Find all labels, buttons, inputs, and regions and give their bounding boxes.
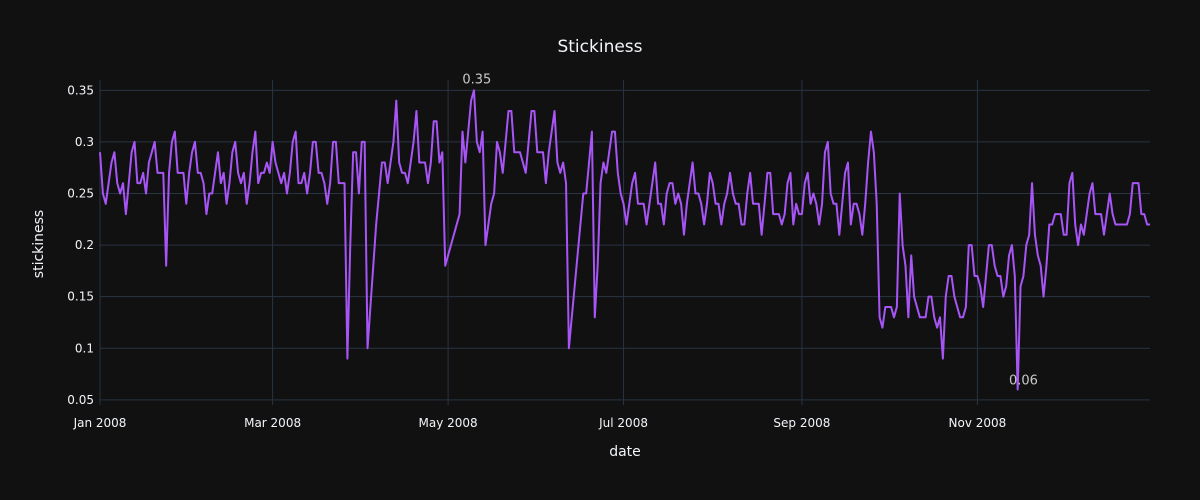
x-tick-label: Mar 2008 bbox=[244, 416, 301, 430]
annotation-label: 0.06 bbox=[1009, 374, 1038, 389]
x-tick-label: Jul 2008 bbox=[598, 416, 648, 430]
y-tick-label: 0.2 bbox=[75, 238, 94, 252]
y-tick-label: 0.25 bbox=[67, 186, 94, 200]
gridlines bbox=[99, 80, 1150, 405]
x-axis-title: date bbox=[609, 444, 641, 460]
chart-title: Stickiness bbox=[557, 37, 642, 57]
x-tick-label: Nov 2008 bbox=[949, 416, 1007, 430]
stickiness-series-line bbox=[99, 89, 1150, 391]
y-tick-label: 0.1 bbox=[75, 341, 94, 355]
x-tick-label: May 2008 bbox=[418, 416, 477, 430]
y-tick-label: 0.3 bbox=[75, 135, 94, 149]
x-tick-label: Jan 2008 bbox=[73, 416, 127, 430]
y-tick-label: 0.15 bbox=[67, 290, 94, 304]
y-axis-title: stickiness bbox=[31, 210, 47, 278]
axis-ticks: 0.05 0.1 0.15 0.2 0.25 0.3 0.35 Jan 2008 Mar 200… bbox=[67, 83, 1006, 430]
annotation-label: 0.35 bbox=[462, 72, 491, 87]
annotations: 0.35 0.06 bbox=[462, 72, 1038, 388]
y-tick-label: 0.05 bbox=[67, 393, 94, 407]
x-tick-label: Sep 2008 bbox=[773, 416, 830, 430]
y-tick-label: 0.35 bbox=[67, 83, 94, 97]
series-layer bbox=[99, 89, 1150, 391]
